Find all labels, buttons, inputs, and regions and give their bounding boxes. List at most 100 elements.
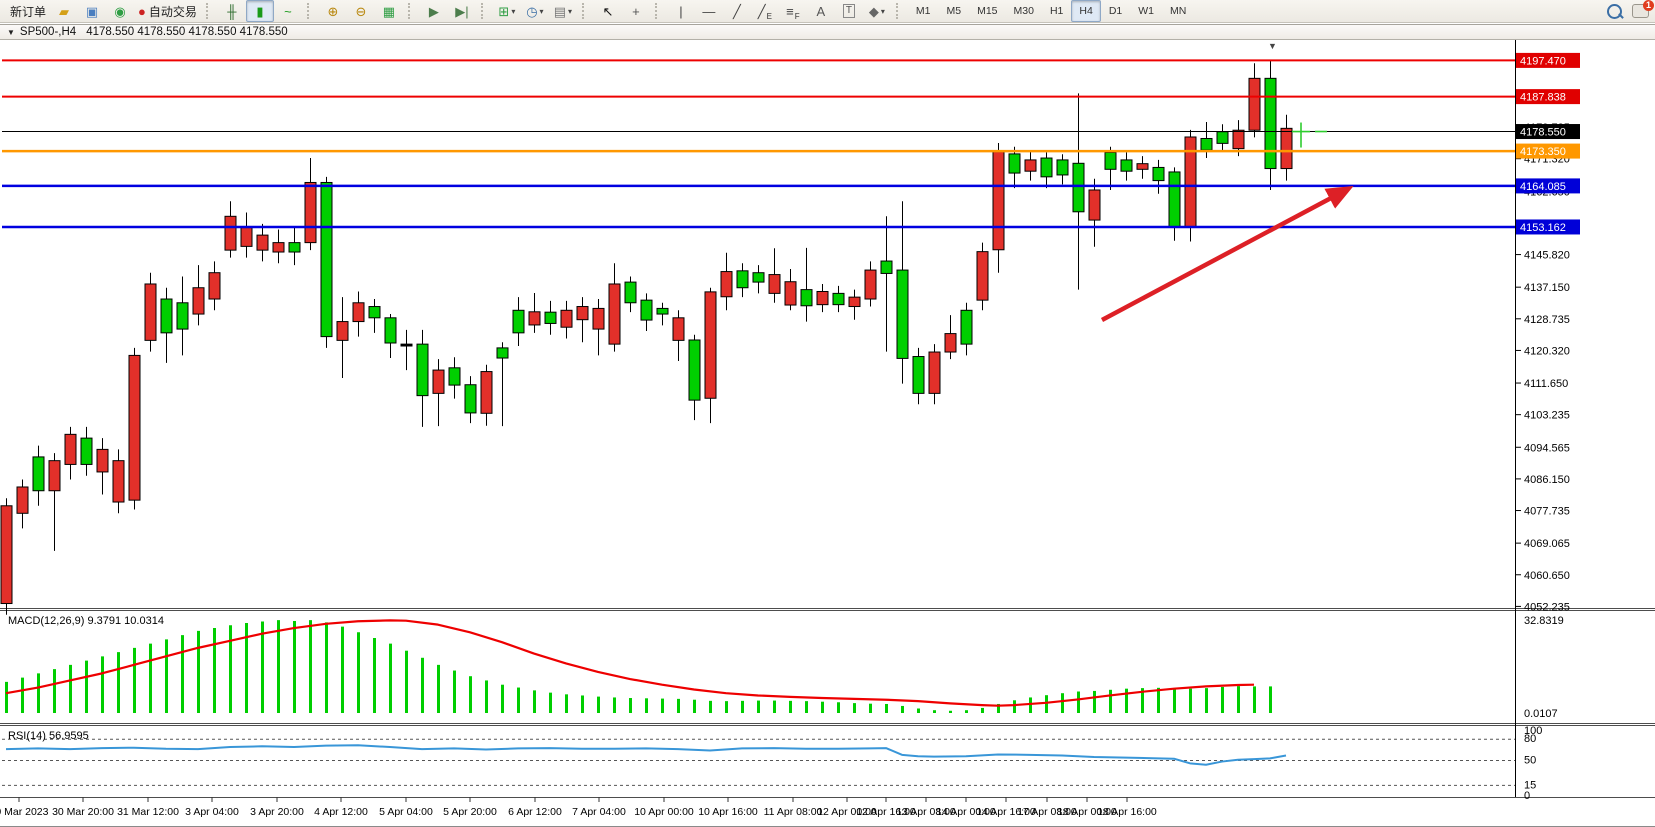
text-icon: A <box>816 3 826 19</box>
macd-min-label: 0.0107 <box>1524 708 1558 720</box>
time-tick-label: 6 Apr 12:00 <box>508 806 562 818</box>
templates-icon: ▤ <box>553 3 567 19</box>
trendline-icon[interactable]: ╱ <box>723 0 751 22</box>
arrows-shapes-icon[interactable]: ◆ ▾ <box>863 0 891 22</box>
fibonacci-icon[interactable]: ≡ F <box>779 0 807 22</box>
price-axis[interactable]: 4196.8204179.7354171.3204162.6504145.820… <box>1515 52 1580 613</box>
templates-icon[interactable]: ▤ ▾ <box>549 0 577 22</box>
tile-windows-icon[interactable]: ▦ <box>375 0 403 22</box>
bear-candle <box>432 369 445 394</box>
candlestick-chart-icon[interactable]: ▮ <box>245 0 274 22</box>
toolbar-grip <box>581 3 589 19</box>
bull-candle <box>464 384 477 414</box>
new-order-button[interactable]: 新订单 <box>3 0 50 22</box>
timeframe-d1[interactable]: D1 <box>1101 0 1130 22</box>
chart-area[interactable]: ▼ 4196.8204179.7354171.3204162.6504145.82… <box>0 40 1655 826</box>
indicators-icon: ⊞ <box>498 3 510 19</box>
price-tick-label: 4052.235 <box>1524 601 1570 613</box>
bear-candle <box>1248 77 1261 131</box>
timeframe-m5[interactable]: M5 <box>938 0 969 22</box>
price-badge: 4187.838 <box>1516 89 1580 105</box>
price-tick-label: 4069.065 <box>1524 538 1570 550</box>
search-icon[interactable] <box>1607 3 1622 19</box>
bull-candle <box>32 456 45 492</box>
toolbar-right: 1 <box>1607 0 1655 19</box>
timeframe-toolbar: M1 M5 M15 M30 H1 H4 D1 W1 MN <box>905 0 1197 22</box>
timeframe-w1-label: W1 <box>1138 5 1155 17</box>
cursor-icon[interactable]: ↖ <box>594 0 622 22</box>
toolbar-grip <box>407 3 415 19</box>
horizontal-level-lines <box>2 59 1515 229</box>
chart-shift-icon[interactable]: ▶| <box>448 0 476 22</box>
time-tick-label: 31 Mar 12:00 <box>117 806 179 818</box>
chevron-down-icon[interactable]: ▾ <box>539 6 544 16</box>
price-badge-label: 4178.550 <box>1520 127 1566 139</box>
signals-icon[interactable]: ◉ <box>106 0 134 22</box>
toolbar-group: | — ╱ ╱ E ≡ F A T ◆ ▾ <box>664 0 894 22</box>
autotrading-button[interactable]: ● 自动交易 <box>134 0 201 22</box>
bear-candle <box>1024 159 1037 172</box>
bull-candle <box>624 281 637 304</box>
time-tick-label: 3 Apr 04:00 <box>185 806 239 818</box>
time-tick-label: 14 Apr 00:00 <box>936 806 996 818</box>
zoom-in-icon[interactable]: ⊕ <box>319 0 347 22</box>
horizontal-line-icon[interactable]: — <box>695 0 723 22</box>
chevron-down-icon[interactable]: ▾ <box>568 6 573 16</box>
time-tick-label: 7 Apr 04:00 <box>572 806 626 818</box>
timeframe-mn[interactable]: MN <box>1162 0 1194 22</box>
price-badge: 4173.350 <box>1516 143 1580 159</box>
time-tick-label: 30 Mar 2023 <box>0 806 49 818</box>
timeframe-w1[interactable]: W1 <box>1130 0 1162 22</box>
price-tick-label: 4111.650 <box>1524 378 1568 390</box>
auto-scroll-icon: ▶ <box>428 3 439 19</box>
crosshair-icon[interactable]: + <box>622 0 650 22</box>
timeframe-h1[interactable]: H1 <box>1042 0 1071 22</box>
chevron-down-icon[interactable]: ▾ <box>511 6 516 16</box>
tool-subscript: E <box>766 12 772 21</box>
toolbar-group: ↖ + <box>591 0 653 22</box>
candlesticks <box>0 60 1293 615</box>
zoom-out-icon[interactable]: ⊖ <box>347 0 375 22</box>
timeframe-m1[interactable]: M1 <box>908 0 939 22</box>
bar-chart-icon[interactable]: ╫ <box>218 0 246 22</box>
text-label-icon[interactable]: T <box>835 0 863 22</box>
timeframe-m15[interactable]: M15 <box>969 0 1005 22</box>
tool-subscript: F <box>794 12 800 21</box>
new-order-ticket-icon[interactable]: ▰ <box>50 0 78 22</box>
time-tick-label: 3 Apr 20:00 <box>250 806 304 818</box>
indicators-icon[interactable]: ⊞ ▾ <box>493 0 521 22</box>
metaeditor-icon[interactable]: ▣ <box>78 0 106 22</box>
chevron-down-icon[interactable]: ▾ <box>880 6 885 16</box>
toolbar-grip <box>205 3 213 19</box>
line-chart-icon[interactable]: ~ <box>274 0 302 22</box>
bear-candle <box>768 274 781 294</box>
chat-icon[interactable]: 1 <box>1632 0 1654 18</box>
time-tick-label: 18 Apr 16:00 <box>1097 806 1157 818</box>
bar-chart-icon: ╫ <box>227 3 237 19</box>
text-icon[interactable]: A <box>807 0 835 22</box>
auto-scroll-icon[interactable]: ▶ <box>420 0 448 22</box>
chevron-down-icon[interactable]: ▼ <box>7 27 15 37</box>
toolbar-grip <box>306 3 314 19</box>
timeframe-m5-label: M5 <box>946 5 962 17</box>
time-tick-label: 12 Apr 00:00 <box>817 806 877 818</box>
text-label-icon: T <box>842 4 855 18</box>
price-badge: 4178.550 <box>1516 124 1580 140</box>
crosshair-icon: + <box>632 3 640 19</box>
bear-candle <box>208 272 221 300</box>
bear-candle <box>848 296 861 308</box>
bear-candle <box>672 317 685 341</box>
bear-candle <box>336 321 349 341</box>
equidistant-channel-icon[interactable]: ╱ E <box>751 0 779 22</box>
vertical-line-icon[interactable]: | <box>667 0 695 22</box>
timeframe-h4[interactable]: H4 <box>1071 0 1101 22</box>
timeframe-m30[interactable]: M30 <box>1006 0 1042 22</box>
trend-arrow[interactable] <box>1100 186 1354 322</box>
periods-icon[interactable]: ◷ ▾ <box>521 0 549 22</box>
bull-candle <box>1008 153 1021 174</box>
chart-window-titlebar[interactable]: ▼ SP500-,H4 4178.550 4178.550 4178.550 4… <box>0 24 1655 40</box>
bull-candle <box>80 437 93 465</box>
bull-candle <box>416 343 429 397</box>
